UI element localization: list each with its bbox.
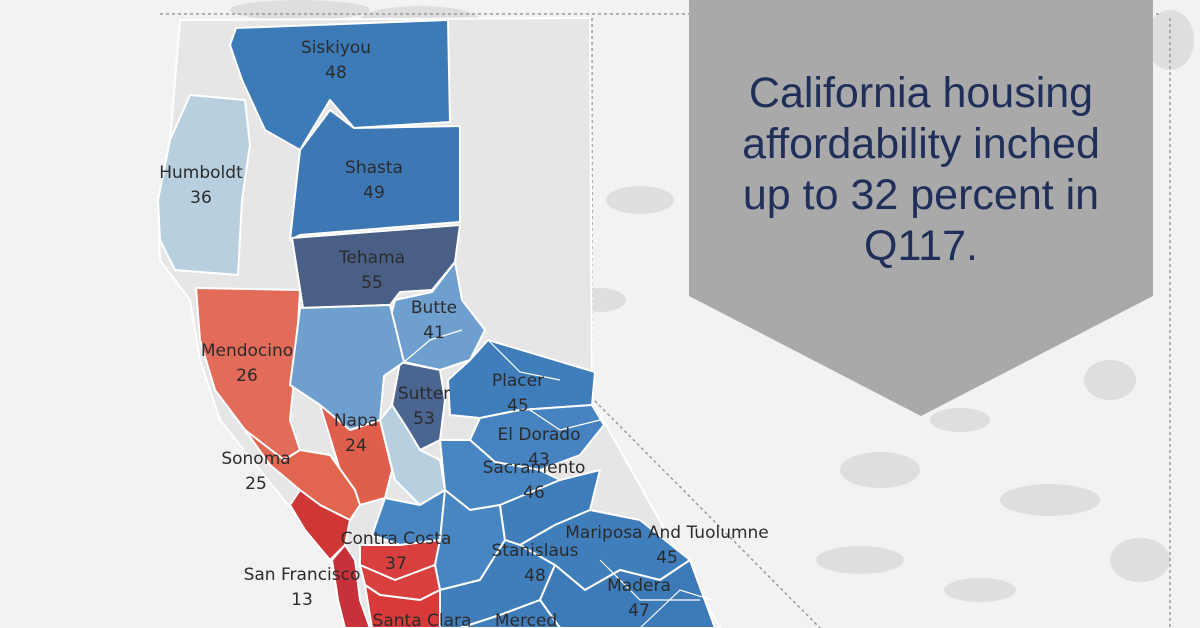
headline-text: California housing affordability inched … [742, 69, 1100, 270]
county-sonoma [244, 429, 361, 521]
county-merced [439, 599, 561, 628]
county-shapes [157, 19, 716, 628]
headline-callout: California housing affordability inched … [689, 0, 1153, 416]
county-yolo [379, 404, 446, 506]
county-siskiyou [229, 19, 451, 151]
county-humboldt [157, 94, 251, 276]
county-shasta [289, 109, 461, 241]
county-borders-detail [403, 329, 713, 628]
county-san-francisco [331, 544, 371, 628]
callout-shape [689, 0, 1153, 416]
county-santa-clara [364, 584, 441, 628]
